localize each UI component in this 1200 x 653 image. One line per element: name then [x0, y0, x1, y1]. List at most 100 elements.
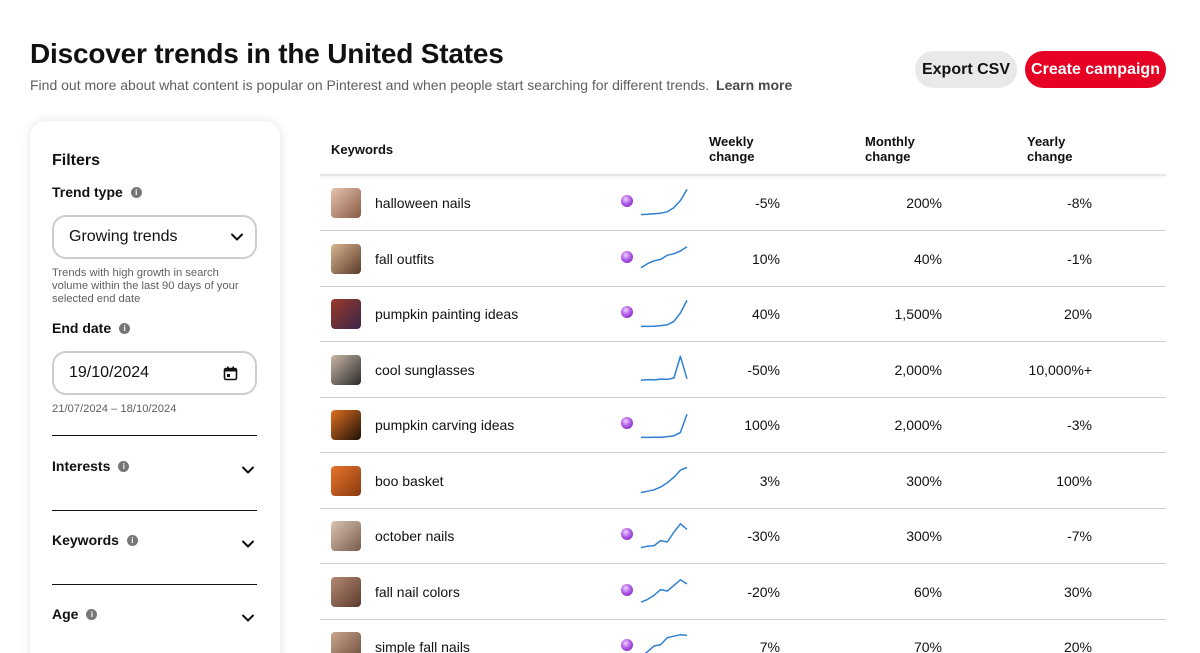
chevron-down-icon[interactable] — [241, 463, 255, 477]
keywords-filter-label[interactable]: Keywords i — [52, 532, 138, 548]
divider — [52, 584, 257, 585]
divider — [52, 435, 257, 436]
trend-sparkline — [640, 245, 688, 268]
keyword-text[interactable]: cool sunglasses — [375, 361, 475, 378]
weekly-change: 100% — [744, 417, 780, 433]
chevron-down-icon[interactable] — [241, 537, 255, 551]
age-label[interactable]: Age i — [52, 606, 98, 622]
info-icon[interactable]: i — [118, 460, 130, 472]
yearly-change: -8% — [1067, 195, 1092, 211]
sparkline-path — [641, 300, 688, 328]
table-row[interactable]: cool sunglasses -50% 2,000% 10,000%+ — [320, 343, 1166, 398]
table-row[interactable]: boo basket 3% 300% 100% — [320, 454, 1166, 509]
interests-label[interactable]: Interests i — [52, 458, 130, 474]
age-label-text: Age — [52, 606, 79, 622]
trend-sparkline — [640, 523, 688, 549]
info-icon[interactable]: i — [126, 534, 138, 546]
monthly-change: 70% — [913, 639, 942, 653]
keyword-text[interactable]: october nails — [375, 528, 455, 544]
yearly-change: -1% — [1067, 250, 1092, 267]
page-title: Discover trends in the United States — [30, 38, 504, 69]
yearly-change: 30% — [1063, 583, 1092, 600]
yearly-change: 20% — [1063, 306, 1092, 322]
table-row[interactable]: pumpkin carving ideas 100% 2,000% -3% — [320, 398, 1166, 453]
page-subtitle: Find out more about what content is popu… — [30, 77, 792, 93]
trend-badge-icon — [621, 583, 633, 596]
trend-type-value: Growing trends — [69, 228, 178, 245]
sparkline-path — [640, 523, 688, 549]
filters-title: Filters — [52, 152, 101, 169]
date-range-text: 21/07/2024 – 18/10/2024 — [52, 403, 177, 415]
monthly-change: 40% — [913, 250, 942, 267]
interests-label-text: Interests — [52, 458, 111, 474]
yearly-header-line2: change — [1027, 149, 1073, 164]
weekly-change: -30% — [747, 528, 780, 544]
sparkline-path — [641, 413, 688, 439]
chevron-down-icon[interactable] — [241, 611, 255, 625]
trend-sparkline — [640, 466, 688, 493]
weekly-header-line1: Weekly — [709, 134, 754, 149]
keyword-thumbnail — [331, 632, 361, 653]
column-header-yearly[interactable]: Yearly change — [1027, 134, 1073, 164]
keyword-thumbnail — [331, 576, 361, 607]
keyword-text[interactable]: fall outfits — [375, 250, 435, 267]
keyword-text[interactable]: halloween nails — [375, 195, 471, 211]
keyword-thumbnail — [331, 410, 361, 440]
sparkline-path — [640, 189, 688, 216]
keyword-thumbnail — [331, 299, 361, 329]
table-row[interactable]: halloween nails -5% 200% -8% — [320, 176, 1166, 231]
info-icon[interactable]: i — [86, 608, 98, 620]
weekly-change: -5% — [755, 195, 780, 211]
monthly-change: 300% — [906, 528, 942, 544]
keyword-text[interactable]: pumpkin carving ideas — [375, 417, 515, 433]
trend-type-select[interactable]: Growing trends — [52, 215, 257, 259]
create-campaign-button[interactable]: Create campaign — [1025, 51, 1166, 88]
sparkline-path — [640, 355, 688, 381]
monthly-change: 60% — [913, 583, 942, 600]
keyword-thumbnail — [331, 188, 361, 218]
end-date-label-text: End date — [52, 320, 112, 336]
sparkline-path — [640, 245, 688, 268]
end-date-label: End date i — [52, 320, 131, 336]
export-csv-button[interactable]: Export CSV — [915, 51, 1017, 88]
weekly-change: 10% — [751, 250, 780, 267]
yearly-change: 10,000%+ — [1028, 361, 1092, 378]
divider — [52, 510, 257, 511]
trend-sparkline — [641, 413, 688, 439]
info-icon[interactable]: i — [130, 186, 142, 198]
trend-sparkline — [640, 189, 688, 216]
table-row[interactable]: fall nail colors -20% 60% 30% — [320, 565, 1166, 620]
sparkline-path — [640, 578, 688, 603]
trend-type-label-text: Trend type — [52, 184, 123, 200]
trend-sparkline — [641, 300, 688, 328]
weekly-change: -20% — [747, 583, 780, 600]
table-header-divider — [320, 174, 1166, 176]
keyword-thumbnail — [331, 521, 361, 551]
keyword-text[interactable]: simple fall nails — [375, 639, 470, 653]
keyword-text[interactable]: boo basket — [375, 472, 444, 489]
keyword-text[interactable]: fall nail colors — [375, 583, 460, 600]
end-date-input[interactable]: 19/10/2024 — [52, 351, 257, 395]
trend-badge-icon — [621, 195, 633, 207]
monthly-header-line1: Monthly — [865, 134, 915, 149]
weekly-change: -50% — [747, 361, 780, 378]
table-row[interactable]: simple fall nails 7% 70% 20% — [320, 620, 1166, 653]
calendar-icon[interactable] — [223, 366, 238, 381]
table-row[interactable]: fall outfits 10% 40% -1% — [320, 232, 1166, 287]
table-row[interactable]: pumpkin painting ideas 40% 1,500% 20% — [320, 287, 1166, 342]
keyword-thumbnail — [331, 465, 361, 496]
weekly-header-line2: change — [709, 149, 755, 164]
end-date-value: 19/10/2024 — [69, 364, 150, 381]
info-icon[interactable]: i — [119, 322, 131, 334]
column-header-keywords[interactable]: Keywords — [331, 142, 394, 157]
keyword-text[interactable]: pumpkin painting ideas — [375, 306, 519, 322]
column-header-weekly[interactable]: Weekly change — [709, 134, 755, 164]
yearly-change: -7% — [1067, 528, 1092, 544]
trend-type-hint: Trends with high growth in search volume… — [52, 267, 239, 305]
learn-more-link[interactable]: Learn more — [716, 77, 793, 93]
trend-badge-icon — [621, 639, 633, 651]
column-header-monthly[interactable]: Monthly change — [865, 134, 915, 164]
table-row[interactable]: october nails -30% 300% -7% — [320, 509, 1166, 564]
trend-sparkline — [640, 355, 688, 381]
